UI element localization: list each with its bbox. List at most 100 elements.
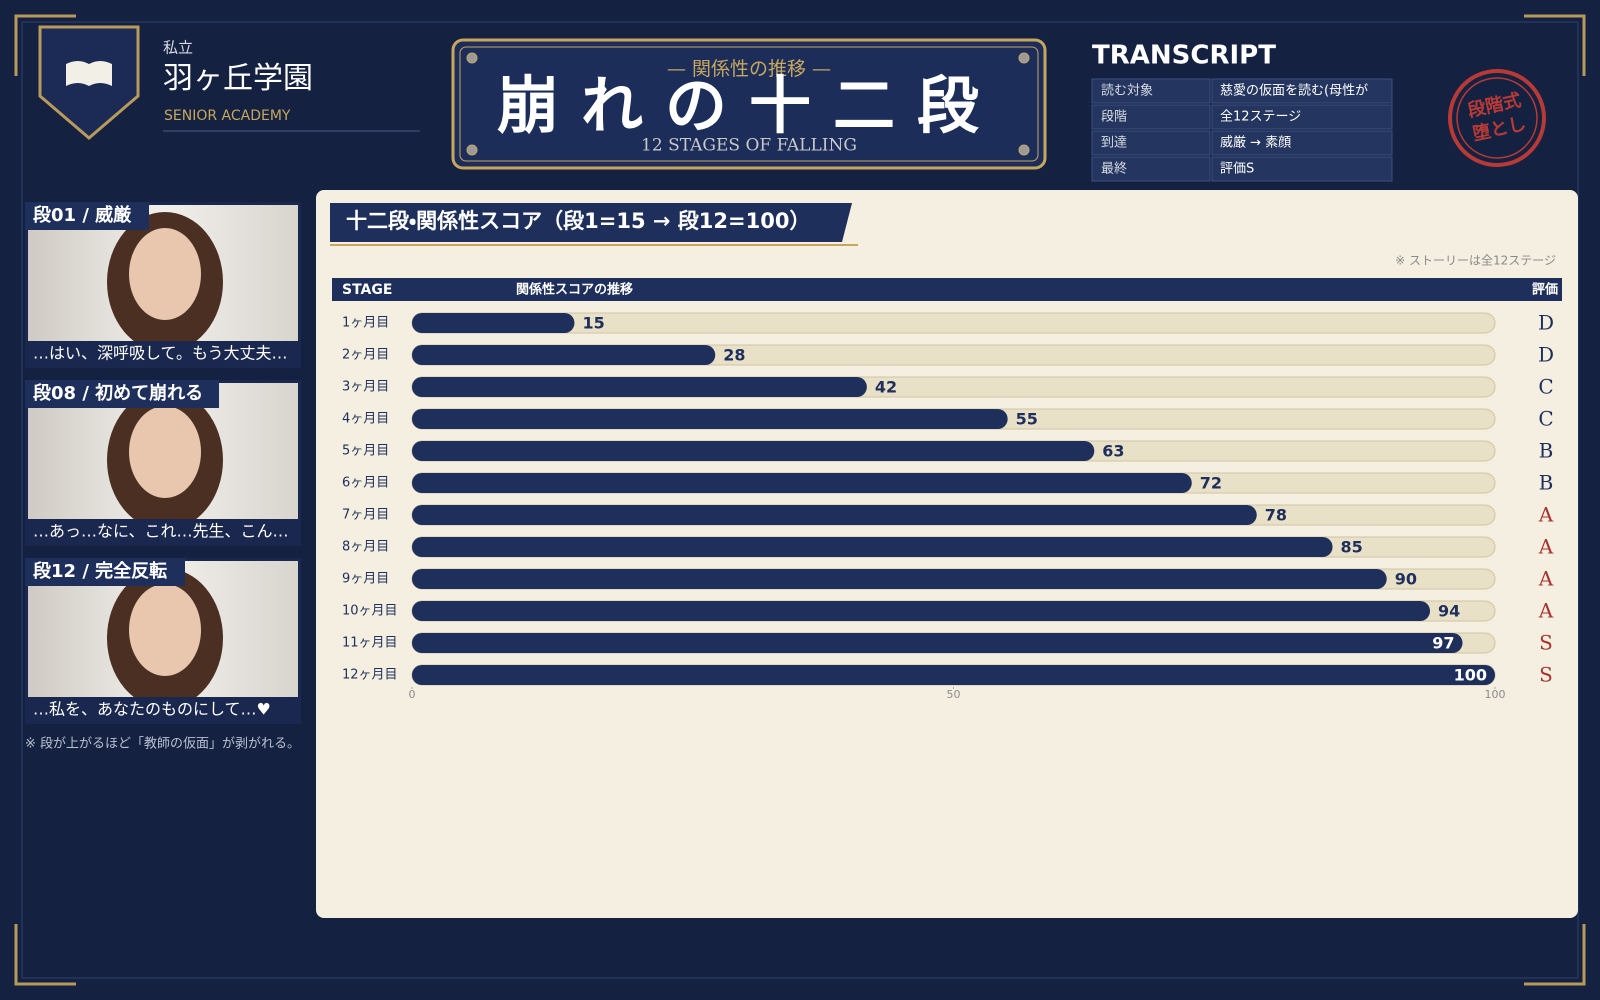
bar: [412, 505, 1257, 525]
bar: [412, 473, 1192, 493]
bar: [412, 441, 1095, 461]
chart-title-tab: [330, 203, 852, 242]
bar: [412, 601, 1431, 621]
school-name: 羽ヶ丘学園: [163, 61, 313, 96]
transcript-key: 段階: [1101, 110, 1127, 125]
stage-label: 12ヶ月目: [342, 668, 398, 683]
plaque-title: 崩れの十二段: [497, 69, 1001, 142]
photo-panel: 段01 / 威厳 …はい、深呼吸して。もう大丈夫…: [25, 202, 301, 368]
stage-label: 7ヶ月目: [342, 508, 389, 523]
panel-label: 段08 / 初めて崩れる: [33, 382, 203, 404]
transcript-value-cell: [1211, 78, 1393, 104]
photo-face: [129, 228, 201, 320]
stage-label: 11ヶ月目: [342, 636, 398, 651]
value-label: 72: [1200, 474, 1222, 493]
corner-ornaments: [14, 14, 1586, 986]
grade: A: [1538, 503, 1554, 527]
score-header: 関係性スコアの推移: [516, 282, 633, 298]
grade: D: [1538, 343, 1554, 367]
photo-clip: [28, 519, 298, 546]
value-label: 90: [1395, 570, 1417, 589]
value-label: 97: [1432, 634, 1454, 653]
stage-label: 4ヶ月目: [342, 412, 389, 427]
grade: S: [1539, 631, 1553, 655]
value-label: 78: [1265, 506, 1287, 525]
value-label: 15: [582, 314, 604, 333]
bar: [412, 313, 575, 333]
stage-label: 3ヶ月目: [342, 380, 389, 395]
photo-face: [129, 406, 201, 498]
photo-panel: 段08 / 初めて崩れる …あっ…なに、これ…先生、こん…: [25, 380, 301, 546]
stage-label: 5ヶ月目: [342, 444, 389, 459]
x-tick-label: 100: [1485, 688, 1506, 701]
book-icon: [66, 61, 112, 86]
grade: D: [1538, 311, 1554, 335]
panel-label-bg: [25, 380, 219, 408]
value-label: 28: [723, 346, 745, 365]
chart-title: 十二段・関係性スコア（段1=15 → 段12=100）: [346, 209, 810, 233]
value-label: 94: [1438, 602, 1460, 621]
bar: [412, 665, 1495, 685]
school-sub: SENIOR ACADEMY: [164, 108, 291, 124]
value-label: 85: [1341, 538, 1363, 557]
transcript-value-cell: [1211, 156, 1393, 182]
value-label: 63: [1102, 442, 1124, 461]
value-label: 55: [1016, 410, 1038, 429]
value-label: 42: [875, 378, 897, 397]
panel-label: 段12 / 完全反転: [33, 560, 167, 582]
grade: C: [1538, 407, 1553, 431]
panel-note: ※ 段が上がるほど「教師の仮面」が剥がれる。: [25, 736, 300, 752]
plaque-subtitle: — 関係性の推移 —: [667, 58, 831, 80]
photo-face: [129, 584, 201, 676]
stage-label: 8ヶ月目: [342, 540, 389, 555]
transcript-value-cell: [1211, 130, 1393, 156]
bar: [412, 569, 1387, 589]
panel-caption: …私を、あなたのものにして…♥: [33, 700, 271, 719]
stage-header: STAGE: [342, 282, 392, 298]
panel-label-bg: [25, 202, 149, 230]
bar: [412, 377, 867, 397]
photo-clip: [28, 697, 298, 724]
x-tick-label: 50: [947, 688, 961, 701]
stage-label: 2ヶ月目: [342, 348, 389, 363]
grade: A: [1538, 567, 1554, 591]
stamp-ring: [1448, 68, 1546, 167]
transcript-value: 威厳 → 素顔: [1220, 136, 1291, 151]
grade: A: [1538, 535, 1554, 559]
transcript-title: TRANSCRIPT: [1092, 41, 1276, 71]
stage-label: 10ヶ月目: [342, 604, 398, 619]
grade: S: [1539, 663, 1553, 687]
panel-caption: …あっ…なに、これ…先生、こん…: [33, 522, 289, 541]
stage-label: 9ヶ月目: [342, 572, 389, 587]
stage-label: 6ヶ月目: [342, 476, 389, 491]
grade: A: [1538, 599, 1554, 623]
grade: B: [1539, 471, 1554, 495]
stamp-ring-inner: [1456, 77, 1538, 159]
photo-panel: 段12 / 完全反転 …私を、あなたのものにして…♥: [25, 558, 301, 724]
bar-chart: 1ヶ月目 15 D 2ヶ月目 28 D 3ヶ月目 42 C 4ヶ月目 55 C 5ヶ月目 63 B 6ヶ月目 7…: [342, 311, 1554, 702]
bar: [412, 409, 1008, 429]
plaque: [451, 38, 1047, 170]
transcript-value: 全12ステージ: [1220, 110, 1301, 125]
chart-note: ※ ストーリーは全12ステージ: [1395, 254, 1556, 268]
transcript-key: 読む対象: [1101, 84, 1153, 99]
transcript-value-cell: [1211, 104, 1393, 130]
grade: C: [1538, 375, 1553, 399]
grade-header: 評価: [1532, 282, 1558, 298]
plaque-inner: [459, 46, 1039, 162]
transcript-value: 評価S: [1220, 162, 1254, 177]
rivets: [466, 52, 1030, 156]
stage-label: 1ヶ月目: [342, 316, 389, 331]
photo-panels: 段01 / 威厳 …はい、深呼吸して。もう大丈夫… 段08 / 初めて崩れる …あっ……: [25, 202, 301, 724]
stamp: 段階式 堕とし: [1448, 68, 1546, 167]
panel-caption: …はい、深呼吸して。もう大丈夫…: [33, 344, 288, 363]
transcript-key-cell: [1091, 104, 1211, 130]
grade: B: [1539, 439, 1554, 463]
table-header: [332, 278, 1562, 301]
transcript-key: 最終: [1101, 161, 1127, 177]
bar: [412, 633, 1463, 653]
transcript-value: 慈愛の仮面を読む(母性が: [1220, 84, 1368, 99]
x-tick-label: 0: [409, 688, 416, 701]
